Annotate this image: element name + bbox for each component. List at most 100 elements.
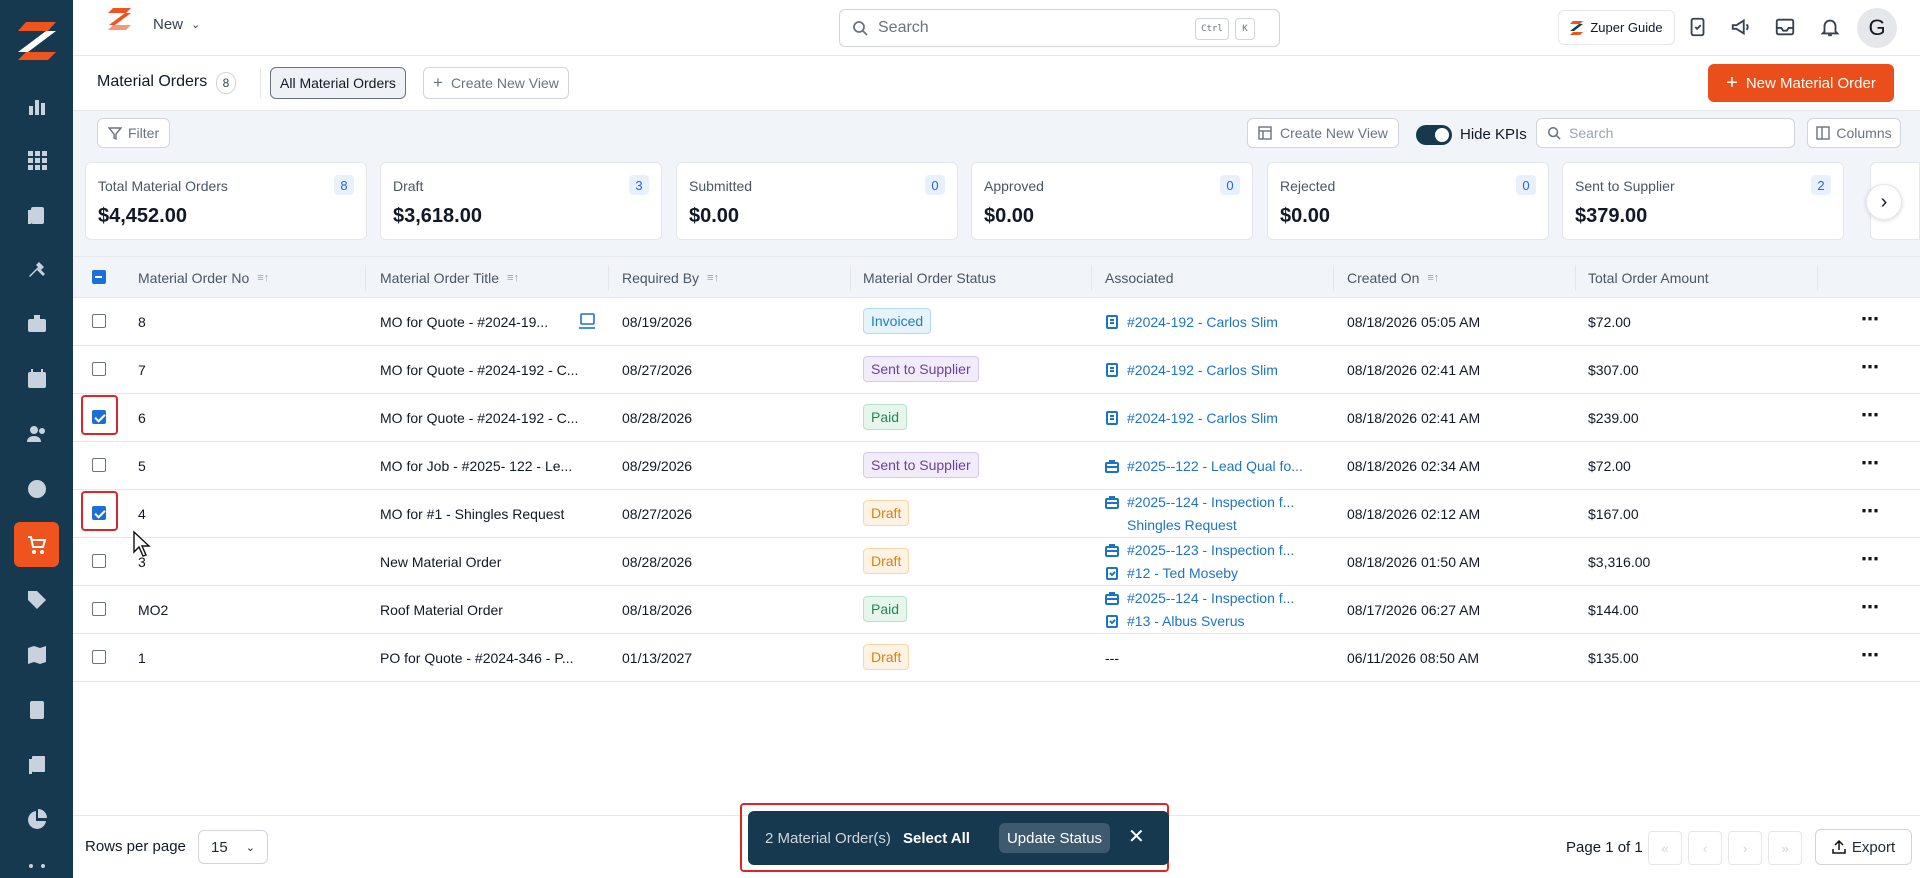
kpi-rejected[interactable]: Rejected 0 $0.00 xyxy=(1267,162,1549,240)
clock-nav-icon[interactable] xyxy=(0,468,73,510)
jobs-nav-icon[interactable] xyxy=(0,194,73,236)
associated-link[interactable]: #12 - Ted Moseby xyxy=(1105,565,1238,581)
kpi-next-arrow-icon[interactable]: › xyxy=(1866,184,1902,220)
last-page-icon[interactable]: » xyxy=(1768,831,1802,865)
row-actions-icon[interactable]: ⋯ xyxy=(1861,405,1880,425)
column-header-created-on[interactable]: Created On ≡↑ xyxy=(1347,270,1439,286)
order-title[interactable]: MO for Quote - #2024-192 - C... xyxy=(380,410,579,426)
kpi-total-material-orders[interactable]: Total Material Orders 8 $4,452.00 xyxy=(85,162,367,240)
table-row[interactable]: 7 MO for Quote - #2024-192 - C... 08/27/… xyxy=(73,346,1920,394)
table-row[interactable]: 5 MO for Job - #2025- 122 - Le... 08/29/… xyxy=(73,442,1920,490)
row-checkbox[interactable] xyxy=(92,506,106,520)
select-all-button[interactable]: Select All xyxy=(903,830,970,847)
sort-icon[interactable]: ≡↑ xyxy=(1427,272,1440,284)
avatar[interactable]: G xyxy=(1857,8,1897,48)
cart-nav-icon[interactable] xyxy=(14,522,59,567)
column-header-no[interactable]: Material Order No ≡↑ xyxy=(138,270,269,286)
order-title[interactable]: New Material Order xyxy=(380,554,502,570)
first-page-icon[interactable]: « xyxy=(1648,831,1682,865)
order-title[interactable]: MO for Job - #2025- 122 - Le... xyxy=(380,458,573,474)
export-button[interactable]: Export xyxy=(1815,829,1912,865)
new-material-order-button[interactable]: + New Material Order xyxy=(1708,64,1894,102)
table-row[interactable]: 8 MO for Quote - #2024-19... 08/19/2026 … xyxy=(73,298,1920,346)
row-actions-icon[interactable]: ⋯ xyxy=(1861,549,1880,569)
bell-icon[interactable] xyxy=(1817,14,1843,40)
kpi-approved[interactable]: Approved 0 $0.00 xyxy=(971,162,1253,240)
row-checkbox[interactable] xyxy=(92,314,106,328)
inbox-icon[interactable] xyxy=(1772,14,1798,40)
zuper-logo[interactable] xyxy=(16,22,58,60)
map-nav-icon[interactable] xyxy=(0,634,73,676)
column-header-title[interactable]: Material Order Title ≡↑ xyxy=(380,270,519,286)
associated-link[interactable]: #2025--123 - Inspection f... xyxy=(1105,542,1294,558)
associated-link[interactable]: #2025--124 - Inspection f... xyxy=(1105,590,1294,606)
row-checkbox[interactable] xyxy=(92,554,106,568)
global-search-input[interactable]: Search Ctrl K xyxy=(839,9,1280,47)
table-row[interactable]: 6 MO for Quote - #2024-192 - C... 08/28/… xyxy=(73,394,1920,442)
zuper-guide-button[interactable]: Zuper Guide xyxy=(1558,10,1675,45)
row-checkbox[interactable] xyxy=(92,362,106,376)
close-icon[interactable]: ✕ xyxy=(1128,826,1145,848)
create-new-view-button[interactable]: Create New View xyxy=(1247,118,1399,148)
order-title[interactable]: MO for #1 - Shingles Request xyxy=(380,506,565,522)
sort-icon[interactable]: ≡↑ xyxy=(507,272,519,284)
associated-link[interactable]: #2024-192 - Carlos Slim xyxy=(1105,362,1278,378)
row-actions-icon[interactable]: ⋯ xyxy=(1861,645,1880,665)
view-all-material-orders[interactable]: All Material Orders xyxy=(270,67,406,99)
megaphone-icon[interactable] xyxy=(1728,14,1754,40)
columns-button[interactable]: Columns xyxy=(1807,118,1901,148)
dashboard-nav-icon[interactable] xyxy=(0,139,73,181)
order-title[interactable]: MO for Quote - #2024-19... xyxy=(380,314,549,330)
row-checkbox[interactable] xyxy=(92,602,106,616)
sort-icon[interactable]: ≡↑ xyxy=(707,272,719,284)
tag-nav-icon[interactable] xyxy=(0,579,73,621)
sort-icon[interactable]: ≡↑ xyxy=(257,272,270,284)
row-checkbox[interactable] xyxy=(92,410,106,424)
update-status-button[interactable]: Update Status xyxy=(999,823,1110,853)
calendar-nav-icon[interactable] xyxy=(0,358,73,400)
row-actions-icon[interactable]: ⋯ xyxy=(1861,597,1880,617)
kpi-sent-to-supplier[interactable]: Sent to Supplier 2 $379.00 xyxy=(1562,162,1844,240)
table-row[interactable]: MO2 Roof Material Order 08/18/2026 Paid … xyxy=(73,586,1920,634)
kpi-submitted[interactable]: Submitted 0 $0.00 xyxy=(676,162,958,240)
associated-link[interactable]: #2025--124 - Inspection f... xyxy=(1105,494,1294,510)
filter-button[interactable]: Filter xyxy=(97,118,171,148)
documents-nav-icon[interactable] xyxy=(0,744,73,786)
rows-per-page-select[interactable]: 15 ⌄ xyxy=(198,830,268,864)
previous-page-icon[interactable]: ‹ xyxy=(1688,831,1722,865)
checklist-icon[interactable] xyxy=(1685,14,1711,40)
column-header-status[interactable]: Material Order Status xyxy=(863,270,996,286)
order-title[interactable]: Roof Material Order xyxy=(380,602,503,618)
hide-kpis-toggle[interactable] xyxy=(1416,125,1452,145)
order-title[interactable]: MO for Quote - #2024-192 - C... xyxy=(380,362,579,378)
column-header-total-amount[interactable]: Total Order Amount xyxy=(1588,270,1709,286)
column-header-required-by[interactable]: Required By ≡↑ xyxy=(622,270,719,286)
column-header-associated[interactable]: Associated xyxy=(1105,270,1173,286)
row-checkbox[interactable] xyxy=(92,458,106,472)
table-row[interactable]: 4 MO for #1 - Shingles Request 08/27/202… xyxy=(73,490,1920,538)
create-new-view-tab[interactable]: + Create New View xyxy=(423,67,569,99)
row-actions-icon[interactable]: ⋯ xyxy=(1861,453,1880,473)
users-nav-icon[interactable] xyxy=(0,413,73,455)
table-search-input[interactable]: Search xyxy=(1536,118,1795,148)
next-page-icon[interactable]: › xyxy=(1728,831,1762,865)
briefcase-nav-icon[interactable] xyxy=(0,303,73,345)
associated-link[interactable]: #2024-192 - Carlos Slim xyxy=(1105,314,1278,330)
new-dropdown[interactable]: New ⌄ xyxy=(153,16,200,33)
order-title[interactable]: PO for Quote - #2024-346 - P... xyxy=(380,650,574,666)
pie-chart-nav-icon[interactable] xyxy=(0,799,73,841)
tools-nav-icon[interactable] xyxy=(0,249,73,291)
table-row[interactable]: 3 New Material Order 08/28/2026 Draft #2… xyxy=(73,538,1920,586)
monitor-icon[interactable] xyxy=(578,313,596,329)
calculator-nav-icon[interactable] xyxy=(0,689,73,731)
associated-link[interactable]: Shingles Request xyxy=(1105,517,1237,533)
more-nav-icon[interactable] xyxy=(0,854,73,878)
select-all-checkbox[interactable] xyxy=(92,270,106,284)
kpi-draft[interactable]: Draft 3 $3,618.00 xyxy=(380,162,662,240)
reports-nav-icon[interactable] xyxy=(0,85,73,127)
associated-link[interactable]: #13 - Albus Sverus xyxy=(1105,613,1245,629)
associated-link[interactable]: #2024-192 - Carlos Slim xyxy=(1105,410,1278,426)
row-actions-icon[interactable]: ⋯ xyxy=(1861,501,1880,521)
table-row[interactable]: 1 PO for Quote - #2024-346 - P... 01/13/… xyxy=(73,634,1920,682)
row-actions-icon[interactable]: ⋯ xyxy=(1861,357,1880,377)
